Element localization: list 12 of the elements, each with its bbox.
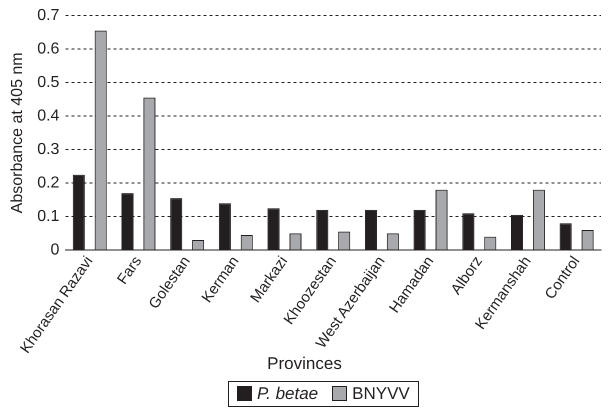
legend-label: BNYVV	[352, 384, 410, 403]
y-tick-label: 0.5	[37, 74, 60, 92]
x-axis-title: Provinces	[267, 354, 342, 373]
y-tick-label: 0.3	[37, 141, 60, 158]
y-tick-label: 0.2	[37, 174, 60, 192]
y-tick-label: 0.6	[37, 40, 60, 58]
y-tick-label: 0.4	[37, 108, 60, 125]
y-axis-title: Absorbance at 405 nm	[9, 52, 26, 214]
y-tick-label: 0.1	[37, 208, 60, 226]
y-tick-label: 0.7	[37, 7, 60, 24]
legend-label: P. betae	[257, 384, 318, 403]
y-tick-label: 0	[50, 242, 60, 259]
